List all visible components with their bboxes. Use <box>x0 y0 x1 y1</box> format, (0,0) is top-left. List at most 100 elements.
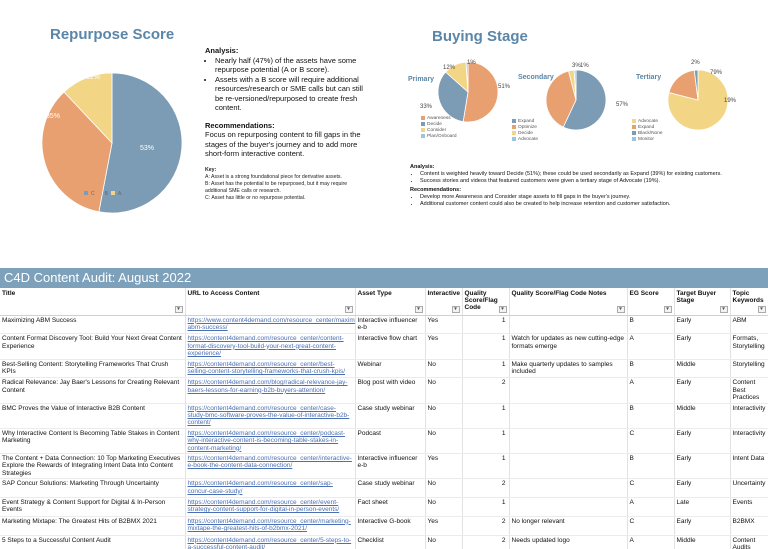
filter-dropdown-icon[interactable]: ▾ <box>414 305 423 313</box>
legend-label: Decide <box>427 121 442 127</box>
cell-url-link[interactable]: https://content4demand.com/resource_cent… <box>185 359 356 379</box>
cell-topic-keywords: Intent Data <box>730 453 768 480</box>
tertiary-stage-pie-chart: 79% 19% 2% <box>667 60 737 131</box>
cell-asset-type: Case study webinar <box>355 403 426 429</box>
cell-interactive: No <box>425 403 463 429</box>
cell-topic-keywords: B2BMX <box>730 516 768 536</box>
filter-dropdown-icon[interactable]: ▾ <box>663 305 672 313</box>
dashboard-summary: Repurpose Score 53% 35% 12% C B A Analysis… <box>0 0 768 268</box>
legend-swatch <box>421 134 425 138</box>
legend-item: Advocate <box>632 118 663 124</box>
cell-buyer-stage: Early <box>674 315 731 335</box>
repurpose-analysis-point: Assets with a B score will require addit… <box>215 75 365 113</box>
legend-item: Plan/Onboard <box>421 133 457 139</box>
column-header-label: Quality Score/Flag Code Notes <box>511 290 607 297</box>
cell-quality-score: 1 <box>462 403 510 429</box>
cell-topic-keywords: Events <box>730 497 768 517</box>
sheet-banner-title: C4D Content Audit: August 2022 <box>4 270 192 285</box>
column-header-label: Quality Score/Flag Code <box>464 290 498 311</box>
stage-rec-point: Develop more Awareness and Consider stag… <box>420 194 765 201</box>
filter-dropdown-icon[interactable]: ▾ <box>719 305 728 313</box>
cell-eg-score: B <box>627 403 675 429</box>
cell-quality-notes <box>509 478 628 498</box>
filter-dropdown-icon[interactable]: ▾ <box>757 305 766 313</box>
legend-item: Awareness <box>421 115 457 121</box>
legend-item: Optimize <box>512 124 538 130</box>
cell-url-link[interactable]: https://content4demand.com/resource_cent… <box>185 403 356 429</box>
table-row: Best-Selling Content: Storytelling Frame… <box>0 359 768 379</box>
cell-buyer-stage: Early <box>674 377 731 404</box>
filter-dropdown-icon[interactable]: ▾ <box>451 305 460 313</box>
cell-eg-score: C <box>627 428 675 454</box>
repurpose-key: Key: A: Asset is a strong foundational p… <box>205 167 365 202</box>
secondary-stage-pie-chart: 57%39%3%1% <box>545 63 629 131</box>
stage-analysis-heading: Analysis: <box>410 164 435 170</box>
cell-eg-score: C <box>627 516 675 536</box>
cell-interactive: No <box>425 478 463 498</box>
legend-swatch-b <box>97 191 102 195</box>
filter-dropdown-icon[interactable]: ▾ <box>174 305 183 313</box>
secondary-legend: Expand Optimize Decide Advocate <box>512 118 538 142</box>
cell-quality-score: 1 <box>462 315 510 335</box>
cell-title: Event Strategy & Content Support for Dig… <box>0 497 186 517</box>
cell-url-link[interactable]: https://content4demand.com/resource_cent… <box>185 453 356 480</box>
cell-url-link[interactable]: https://www.content4demand.com/resource_… <box>185 315 356 335</box>
legend-label: Expand <box>518 118 535 124</box>
column-header-quality-notes: Quality Score/Flag Code Notes ▾ <box>509 288 628 316</box>
cell-quality-notes <box>509 497 628 517</box>
legend-item: Black/None <box>632 130 663 136</box>
cell-url-link[interactable]: https://content4demand.com/resource_cent… <box>185 535 356 549</box>
cell-url-link[interactable]: https://content4demand.com/resource_cent… <box>185 497 356 517</box>
cell-interactive: Yes <box>425 516 463 536</box>
table-row: Content Format Discovery Tool: Build You… <box>0 333 768 360</box>
table-row: 5 Steps to a Successful Content Audit htt… <box>0 535 768 549</box>
repurpose-title: Repurpose Score <box>50 26 175 43</box>
legend-swatch <box>632 119 636 123</box>
cell-asset-type: Interactive flow chart <box>355 333 426 360</box>
cell-asset-type: Webinar <box>355 359 426 379</box>
key-heading: Key: <box>205 167 217 173</box>
cell-quality-score: 2 <box>462 478 510 498</box>
cell-topic-keywords: Interactivity <box>730 428 768 454</box>
tertiary-legend: Advocate Expand Black/None Monitor <box>632 118 663 142</box>
cell-url-link[interactable]: https://content4demand.com/resource_cent… <box>185 428 356 454</box>
cell-buyer-stage: Middle <box>674 403 731 429</box>
pie-slice-label: 1% <box>580 63 589 69</box>
legend-label: Black/None <box>638 130 663 136</box>
cell-url-link[interactable]: https://content4demand.com/resource_cent… <box>185 478 356 498</box>
primary-stage-pie-chart: 51% 33% 12% 1% <box>420 60 511 123</box>
legend-label: Advocate <box>638 118 659 124</box>
cell-url-link[interactable]: https://content4demand.com/blog/radical-… <box>185 377 356 404</box>
cell-eg-score: A <box>627 535 675 549</box>
pie-slice <box>41 91 113 213</box>
cell-eg-score: A <box>627 377 675 404</box>
cell-quality-score: 2 <box>462 377 510 404</box>
legend-swatch-c <box>84 191 88 195</box>
filter-dropdown-icon[interactable]: ▾ <box>344 305 353 313</box>
cell-url-link[interactable]: https://content4demand.com/resource_cent… <box>185 333 356 360</box>
cell-url-link[interactable]: https://content4demand.com/resource_cent… <box>185 516 356 536</box>
legend-label: Consider <box>427 127 447 133</box>
pie-slice-label: 12% <box>86 74 100 81</box>
pie-slice-label: 35% <box>46 113 60 120</box>
cell-interactive: No <box>425 497 463 517</box>
cell-quality-notes: Make quarterly updates to samples includ… <box>509 359 628 379</box>
cell-topic-keywords: Content Best Practices <box>730 377 768 404</box>
repurpose-analysis: Analysis: Nearly half (47%) of the asset… <box>205 46 365 159</box>
cell-asset-type: Podcast <box>355 428 426 454</box>
key-line-a: A: Asset is a strong foundational piece … <box>205 174 342 180</box>
filter-dropdown-icon[interactable]: ▾ <box>616 305 625 313</box>
cell-asset-type: Blog post with video <box>355 377 426 404</box>
header-row: Title ▾ URL to Access Content ▾ Asset Type ▾ I… <box>0 288 768 316</box>
cell-quality-score: 2 <box>462 535 510 549</box>
sheet-banner: C4D Content Audit: August 2022 <box>0 268 768 288</box>
pie-slice-label: 2% <box>691 60 700 66</box>
content-audit-table: Title ▾ URL to Access Content ▾ Asset Type ▾ I… <box>0 288 768 549</box>
cell-title: BMC Proves the Value of Interactive B2B … <box>0 403 186 429</box>
filter-dropdown-icon[interactable]: ▾ <box>498 305 507 313</box>
cell-eg-score: A <box>627 497 675 517</box>
repurpose-analysis-point: Nearly half (47%) of the assets have som… <box>215 56 365 75</box>
legend-swatch <box>632 125 636 129</box>
cell-title: Why Interactive Content Is Becoming Tabl… <box>0 428 186 454</box>
cell-interactive: Yes <box>425 453 463 480</box>
